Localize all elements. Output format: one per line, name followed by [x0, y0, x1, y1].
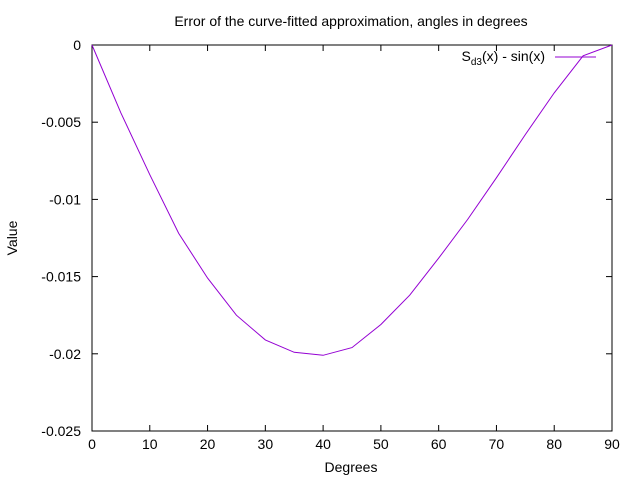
y-tick-label: -0.025 — [41, 423, 81, 439]
x-tick-label: 40 — [315, 436, 331, 452]
legend-label: Sd3(x) - sin(x) — [462, 48, 545, 68]
x-tick-label: 10 — [142, 436, 158, 452]
y-tick-label: 0 — [73, 37, 81, 53]
x-axis-label: Degrees — [325, 459, 378, 475]
ticks-layer: 0 10 20 30 40 50 60 70 80 90 0 -0.005 -0.01 -0.015 -0.… — [41, 37, 620, 452]
plot-area-frame — [91, 44, 613, 432]
x-tick-label: 90 — [604, 436, 620, 452]
y-tick-label: -0.005 — [41, 114, 81, 130]
series-line — [91, 44, 613, 356]
x-tick-label: 70 — [489, 436, 505, 452]
x-tick-label: 50 — [373, 436, 389, 452]
legend: Sd3(x) - sin(x) — [462, 48, 596, 68]
y-tick-label: -0.02 — [49, 346, 81, 362]
y-tick-label: -0.01 — [49, 191, 81, 207]
y-axis-label: Value — [4, 220, 20, 255]
chart-title: Error of the curve-fitted approximation,… — [174, 13, 527, 29]
x-tick-label: 20 — [200, 436, 216, 452]
x-tick-label: 60 — [431, 436, 447, 452]
x-tick-label: 80 — [546, 436, 562, 452]
y-tick-label: -0.015 — [41, 269, 81, 285]
x-tick-label: 0 — [88, 436, 96, 452]
series-layer — [91, 44, 613, 356]
x-tick-label: 30 — [258, 436, 274, 452]
